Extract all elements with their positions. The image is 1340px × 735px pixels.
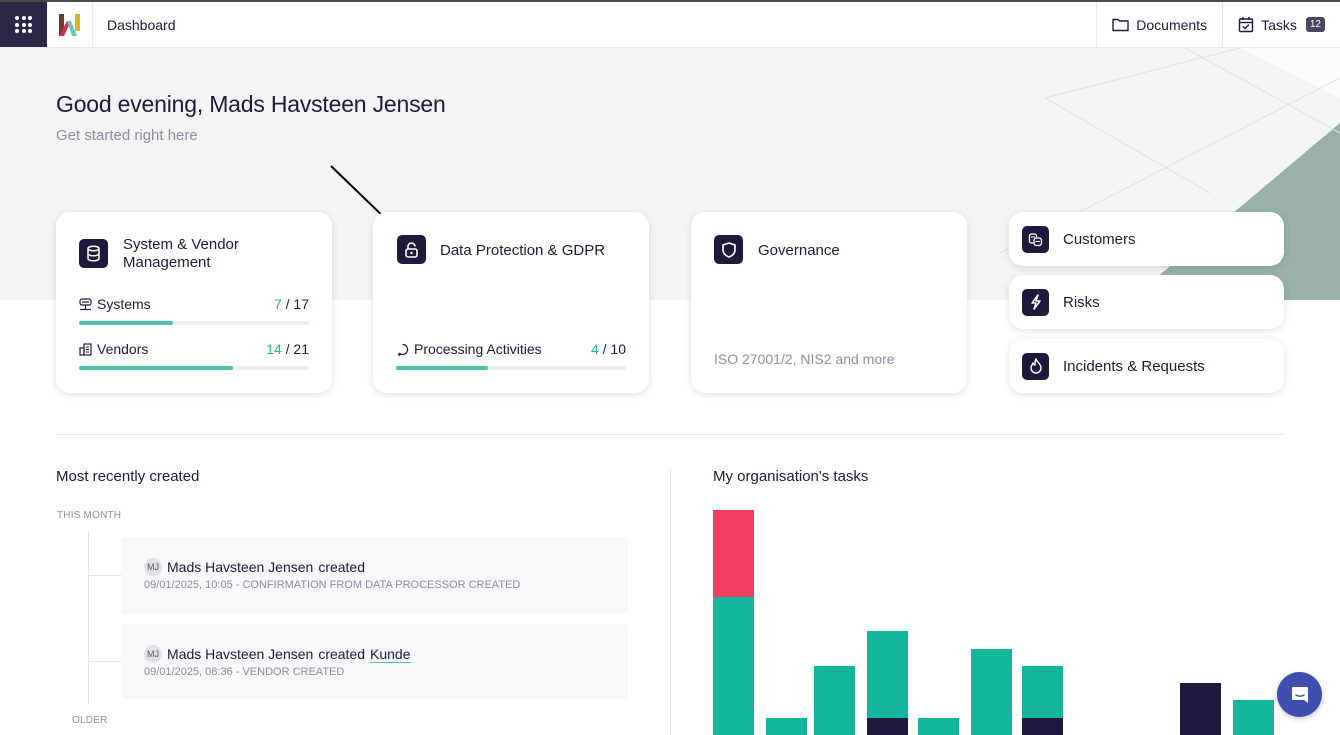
chart-bar[interactable] bbox=[713, 510, 754, 735]
chart-bar-segment-green bbox=[814, 665, 855, 735]
timeline-line bbox=[88, 532, 89, 704]
chart-bar-segment-dark bbox=[867, 717, 908, 735]
tasks-label: Tasks bbox=[1261, 16, 1297, 33]
server-icon bbox=[79, 297, 92, 310]
processing-icon bbox=[398, 343, 409, 356]
vendors-label: Vendors bbox=[97, 341, 149, 357]
systems-stat[interactable]: Systems 7 / 17 bbox=[79, 296, 309, 312]
activity-user: Mads Havsteen Jensen bbox=[167, 646, 314, 662]
activity-meta: 09/01/2025, 10:05 - CONFIRMATION FROM DA… bbox=[144, 579, 521, 591]
app-launcher-button[interactable] bbox=[0, 2, 47, 47]
lightning-icon bbox=[1022, 288, 1049, 316]
chart-bar-segment-green bbox=[713, 596, 754, 735]
chart-bar-segment-green bbox=[867, 631, 908, 718]
chart-bar[interactable] bbox=[971, 648, 1012, 735]
chart-bar-segment-green bbox=[1022, 665, 1063, 718]
documents-label: Documents bbox=[1136, 16, 1208, 33]
activity-user: Mads Havsteen Jensen bbox=[167, 559, 314, 575]
systems-label: Systems bbox=[97, 296, 151, 312]
avatar: MJ bbox=[144, 558, 162, 576]
activity-action: created bbox=[318, 559, 366, 575]
vendors-count: 14 / 21 bbox=[266, 341, 309, 357]
chart-bar[interactable] bbox=[766, 717, 807, 735]
section-divider bbox=[56, 434, 1284, 435]
chart-bar-segment-green bbox=[971, 648, 1012, 735]
calendar-check-icon bbox=[1238, 17, 1254, 33]
systems-count: 7 / 17 bbox=[273, 296, 309, 312]
processing-activities-count: 4 / 10 bbox=[590, 341, 626, 357]
activity-action: created bbox=[318, 646, 366, 662]
customers-label: Customers bbox=[1063, 230, 1136, 248]
building-icon bbox=[79, 342, 92, 356]
processing-progress-bar bbox=[396, 366, 626, 370]
greeting-heading: Good evening, Mads Havsteen Jensen bbox=[56, 91, 446, 117]
flame-icon bbox=[1022, 352, 1049, 380]
coins-icon bbox=[1022, 225, 1049, 253]
chart-bar[interactable] bbox=[867, 631, 908, 735]
tasks-chart-title: My organisation's tasks bbox=[713, 468, 869, 485]
chart-bar[interactable] bbox=[814, 665, 855, 735]
tasks-bar-chart bbox=[713, 500, 1283, 735]
gdpr-card[interactable]: Data Protection & GDPR Processing Activi… bbox=[373, 212, 649, 393]
grid-icon bbox=[15, 16, 32, 33]
governance-description: ISO 27001/2, NIS2 and more bbox=[714, 351, 895, 367]
processing-activities-label: Processing Activities bbox=[414, 341, 542, 357]
tasks-count-badge: 12 bbox=[1305, 17, 1325, 32]
customers-card[interactable]: Customers bbox=[1009, 212, 1284, 266]
shield-icon bbox=[714, 235, 743, 264]
vendors-stat[interactable]: Vendors 14 / 21 bbox=[79, 341, 309, 357]
column-divider bbox=[670, 468, 671, 735]
processing-activities-stat[interactable]: Processing Activities 4 / 10 bbox=[396, 341, 626, 357]
logo[interactable] bbox=[47, 2, 93, 47]
tasks-button[interactable]: Tasks 12 bbox=[1222, 2, 1340, 47]
database-icon bbox=[79, 239, 108, 268]
card-title: Governance bbox=[758, 242, 840, 259]
chart-bar[interactable] bbox=[918, 717, 959, 735]
chart-bar-segment-dark bbox=[1022, 717, 1063, 735]
brand-logo-icon bbox=[58, 13, 80, 36]
activity-item[interactable]: MJ Mads Havsteen Jensen created Kunde 09… bbox=[121, 624, 628, 699]
chart-bar-segment-green bbox=[766, 717, 807, 735]
chart-bar[interactable] bbox=[1022, 665, 1063, 735]
page-title: Dashboard bbox=[107, 16, 176, 33]
period-this-month: THIS MONTH bbox=[57, 510, 122, 521]
folder-icon bbox=[1112, 18, 1129, 32]
vendors-progress-bar bbox=[79, 366, 309, 370]
card-title: System & Vendor Management bbox=[123, 236, 239, 271]
chart-bar[interactable] bbox=[1233, 700, 1274, 735]
card-title: Data Protection & GDPR bbox=[440, 242, 606, 259]
governance-card[interactable]: Governance ISO 27001/2, NIS2 and more bbox=[691, 212, 967, 393]
system-vendor-card[interactable]: System & Vendor Management Systems 7 / 1… bbox=[56, 212, 332, 393]
chart-bar-segment-red bbox=[713, 510, 754, 597]
chart-bar-segment-green bbox=[918, 717, 959, 735]
chart-bar-segment-green bbox=[1233, 700, 1274, 735]
greeting-subtitle: Get started right here bbox=[56, 127, 198, 144]
timeline-tick bbox=[88, 575, 121, 576]
systems-progress-bar bbox=[79, 321, 309, 325]
activity-meta: 09/01/2025, 08:36 - VENDOR CREATED bbox=[144, 666, 345, 678]
recent-section-title: Most recently created bbox=[56, 468, 200, 485]
unlock-icon bbox=[397, 235, 426, 264]
chart-bar-segment-dark bbox=[1180, 683, 1221, 735]
incidents-requests-label: Incidents & Requests bbox=[1063, 357, 1205, 375]
risks-card[interactable]: Risks bbox=[1009, 275, 1284, 329]
activity-link[interactable]: Kunde bbox=[370, 645, 411, 663]
top-bar: Dashboard Documents Tasks 12 bbox=[0, 0, 1340, 48]
incidents-requests-card[interactable]: Incidents & Requests bbox=[1009, 339, 1284, 393]
risks-label: Risks bbox=[1063, 293, 1100, 311]
activity-item[interactable]: MJ Mads Havsteen Jensen created 09/01/20… bbox=[121, 537, 628, 614]
timeline-tick bbox=[88, 661, 121, 662]
period-older: OLDER bbox=[72, 715, 108, 726]
avatar: MJ bbox=[144, 645, 162, 663]
documents-button[interactable]: Documents bbox=[1096, 2, 1222, 47]
chat-support-button[interactable] bbox=[1277, 672, 1322, 717]
chart-bar[interactable] bbox=[1180, 683, 1221, 735]
chat-icon bbox=[1291, 686, 1308, 703]
